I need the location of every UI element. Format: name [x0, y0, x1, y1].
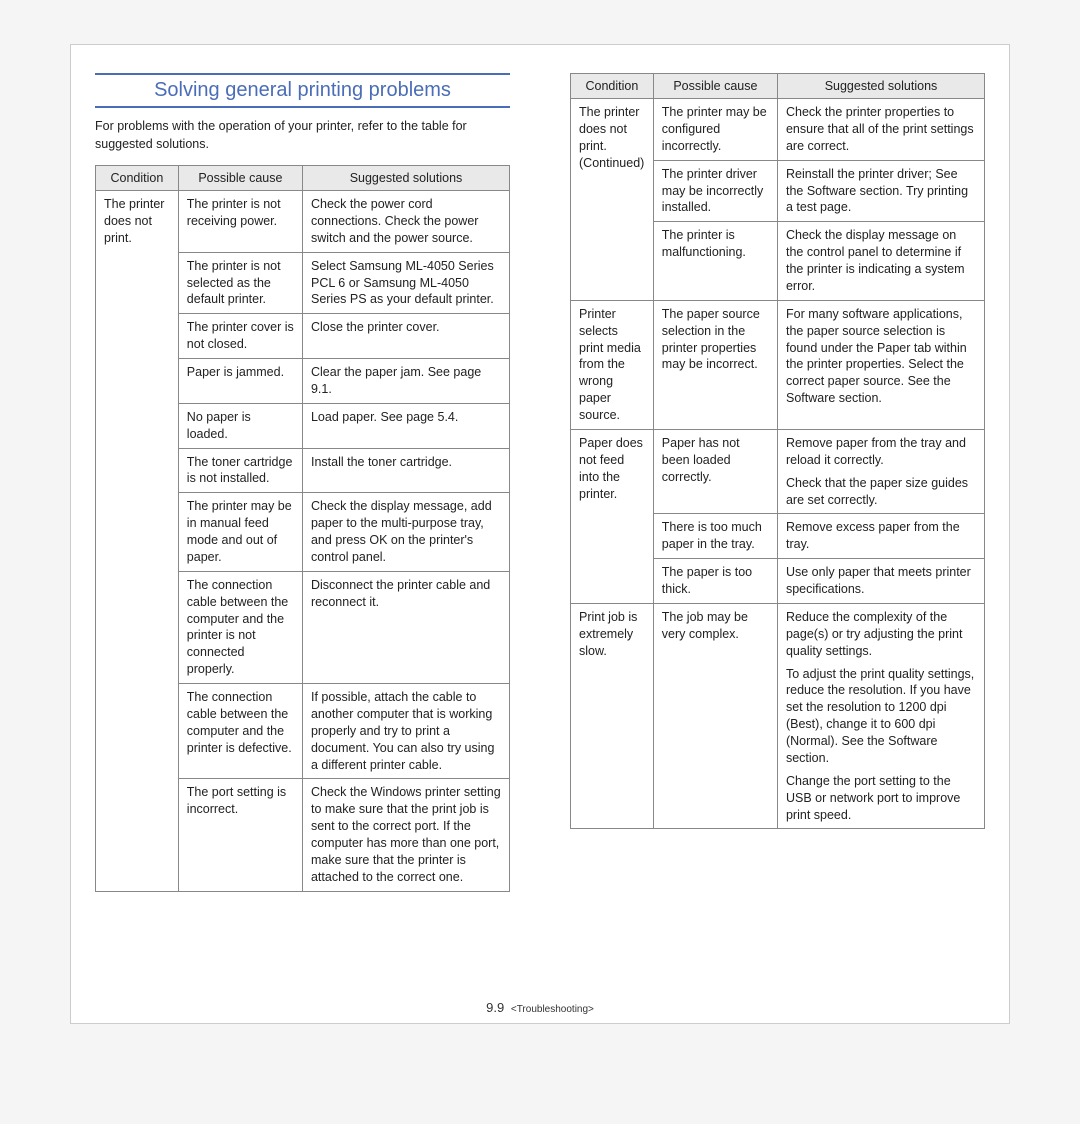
- cause-cell: The printer driver may be incorrectly in…: [653, 160, 777, 222]
- solution-paragraph: Change the port setting to the USB or ne…: [786, 773, 976, 824]
- section-label: <Troubleshooting>: [511, 1004, 594, 1015]
- condition-cell: Print job is extremely slow.: [571, 603, 654, 829]
- left-column: Solving general printing problems For pr…: [95, 73, 510, 892]
- table-header-row: Condition Possible cause Suggested solut…: [96, 166, 510, 191]
- cause-cell: The paper is too thick.: [653, 559, 777, 604]
- cause-cell: The paper source selection in the printe…: [653, 300, 777, 429]
- cause-cell: The printer may be in manual feed mode a…: [178, 493, 302, 572]
- cause-cell: The port setting is incorrect.: [178, 779, 302, 891]
- solution-cell: Check the display message, add paper to …: [302, 493, 509, 572]
- solution-cell: Reinstall the printer driver; See the So…: [777, 160, 984, 222]
- section-heading: Solving general printing problems: [95, 73, 510, 108]
- header-cause: Possible cause: [178, 166, 302, 191]
- cause-cell: The printer is not selected as the defau…: [178, 252, 302, 314]
- solution-cell: Check the printer properties to ensure t…: [777, 99, 984, 161]
- right-column: Condition Possible cause Suggested solut…: [570, 73, 985, 892]
- solution-cell: Select Samsung ML-4050 Series PCL 6 or S…: [302, 252, 509, 314]
- cause-cell: The printer is malfunctioning.: [653, 222, 777, 301]
- cause-cell: Paper has not been loaded correctly.: [653, 429, 777, 514]
- condition-cell: Paper does not feed into the printer.: [571, 429, 654, 603]
- table-header-row: Condition Possible cause Suggested solut…: [571, 74, 985, 99]
- page-number: 9.9: [486, 1000, 504, 1015]
- solution-cell: Disconnect the printer cable and reconne…: [302, 571, 509, 683]
- solution-cell: Check the power cord connections. Check …: [302, 191, 509, 253]
- solution-paragraph: Check that the paper size guides are set…: [786, 475, 976, 509]
- solution-cell: Reduce the complexity of the page(s) or …: [777, 603, 984, 829]
- cause-cell: Paper is jammed.: [178, 359, 302, 404]
- solution-cell: If possible, attach the cable to another…: [302, 684, 509, 779]
- solution-cell: Load paper. See page 5.4.: [302, 403, 509, 448]
- header-cause: Possible cause: [653, 74, 777, 99]
- solution-cell: Install the toner cartridge.: [302, 448, 509, 493]
- solution-cell: Check the Windows printer setting to mak…: [302, 779, 509, 891]
- cause-cell: The printer cover is not closed.: [178, 314, 302, 359]
- solution-paragraph: Remove paper from the tray and reload it…: [786, 435, 976, 469]
- intro-paragraph: For problems with the operation of your …: [95, 118, 510, 153]
- solution-cell: Close the printer cover.: [302, 314, 509, 359]
- solution-cell: Clear the paper jam. See page 9.1.: [302, 359, 509, 404]
- table-row: The printer does not print. (Continued)T…: [571, 99, 985, 161]
- troubleshooting-table-right: Condition Possible cause Suggested solut…: [570, 73, 985, 829]
- table-row: Print job is extremely slow.The job may …: [571, 603, 985, 829]
- solution-cell: Check the display message on the control…: [777, 222, 984, 301]
- cause-cell: The printer may be configured incorrectl…: [653, 99, 777, 161]
- cause-cell: The toner cartridge is not installed.: [178, 448, 302, 493]
- solution-cell: Remove excess paper from the tray.: [777, 514, 984, 559]
- page-footer: 9.9 <Troubleshooting>: [71, 1000, 1009, 1015]
- table-row: The printer does not print.The printer i…: [96, 191, 510, 253]
- condition-cell: The printer does not print. (Continued): [571, 99, 654, 301]
- cause-cell: The job may be very complex.: [653, 603, 777, 829]
- header-solution: Suggested solutions: [777, 74, 984, 99]
- table-row: Paper does not feed into the printer.Pap…: [571, 429, 985, 514]
- condition-cell: The printer does not print.: [96, 191, 179, 892]
- troubleshooting-table-left: Condition Possible cause Suggested solut…: [95, 165, 510, 892]
- two-column-layout: Solving general printing problems For pr…: [95, 73, 985, 892]
- solution-cell: Use only paper that meets printer specif…: [777, 559, 984, 604]
- solution-paragraph: To adjust the print quality settings, re…: [786, 666, 976, 767]
- header-solution: Suggested solutions: [302, 166, 509, 191]
- solution-cell: Remove paper from the tray and reload it…: [777, 429, 984, 514]
- cause-cell: The connection cable between the compute…: [178, 684, 302, 779]
- header-condition: Condition: [571, 74, 654, 99]
- cause-cell: There is too much paper in the tray.: [653, 514, 777, 559]
- cause-cell: The connection cable between the compute…: [178, 571, 302, 683]
- cause-cell: The printer is not receiving power.: [178, 191, 302, 253]
- header-condition: Condition: [96, 166, 179, 191]
- cause-cell: No paper is loaded.: [178, 403, 302, 448]
- document-page: Solving general printing problems For pr…: [70, 44, 1010, 1024]
- table-row: Printer selects print media from the wro…: [571, 300, 985, 429]
- condition-cell: Printer selects print media from the wro…: [571, 300, 654, 429]
- solution-cell: For many software applications, the pape…: [777, 300, 984, 429]
- solution-paragraph: Reduce the complexity of the page(s) or …: [786, 609, 976, 660]
